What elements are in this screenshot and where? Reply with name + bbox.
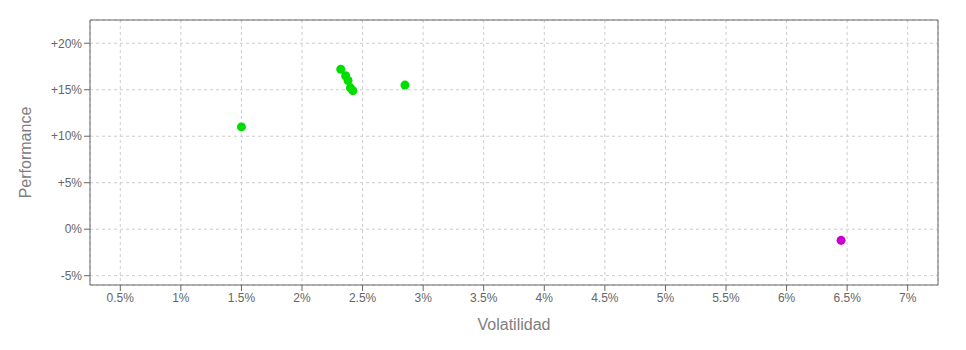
svg-text:Performance: Performance bbox=[17, 107, 34, 199]
svg-text:+15%: +15% bbox=[51, 83, 82, 97]
svg-text:6%: 6% bbox=[778, 291, 796, 305]
svg-text:4.5%: 4.5% bbox=[591, 291, 619, 305]
svg-text:1%: 1% bbox=[172, 291, 190, 305]
svg-text:5.5%: 5.5% bbox=[712, 291, 740, 305]
svg-text:+5%: +5% bbox=[58, 176, 83, 190]
svg-text:1.5%: 1.5% bbox=[228, 291, 256, 305]
svg-text:2%: 2% bbox=[293, 291, 311, 305]
svg-text:7%: 7% bbox=[899, 291, 917, 305]
svg-text:+10%: +10% bbox=[51, 129, 82, 143]
svg-text:0%: 0% bbox=[65, 222, 83, 236]
svg-text:-5%: -5% bbox=[61, 269, 83, 283]
svg-text:6.5%: 6.5% bbox=[833, 291, 861, 305]
svg-text:Volatilidad: Volatilidad bbox=[478, 316, 551, 333]
svg-text:2.5%: 2.5% bbox=[349, 291, 377, 305]
svg-text:+20%: +20% bbox=[51, 37, 82, 51]
svg-text:5%: 5% bbox=[657, 291, 675, 305]
svg-text:3.5%: 3.5% bbox=[470, 291, 498, 305]
svg-text:3%: 3% bbox=[414, 291, 432, 305]
svg-text:4%: 4% bbox=[536, 291, 554, 305]
svg-text:0.5%: 0.5% bbox=[107, 291, 135, 305]
